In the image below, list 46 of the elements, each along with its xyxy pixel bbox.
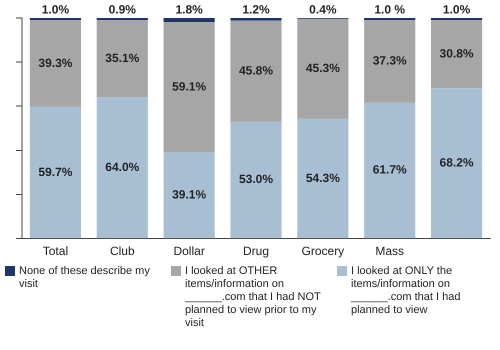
- bar: [30, 106, 81, 238]
- data-label: 1.2%: [242, 2, 270, 16]
- data-label: 1.0%: [442, 2, 471, 16]
- bar: [297, 18, 348, 119]
- bar: [364, 102, 416, 238]
- data-label: 45.8%: [238, 63, 274, 78]
- bar: [230, 18, 282, 21]
- data-label: 37.3%: [372, 54, 408, 68]
- bar: [164, 152, 215, 238]
- data-label: 30.8%: [440, 46, 474, 60]
- bar: [96, 97, 148, 238]
- data-label: 45.3%: [306, 61, 340, 76]
- legend-label: I looked at OTHER items/information on ______.com that I had NOT planned to view prior to my visit: [185, 265, 322, 330]
- data-label: 39.1%: [172, 188, 206, 202]
- bar: [230, 20, 282, 122]
- bar: [431, 20, 482, 88]
- data-label: 1.8%: [175, 2, 204, 16]
- data-label: 0.9%: [108, 2, 136, 16]
- data-label: 64.0%: [105, 160, 140, 174]
- data-label: 0.4%: [309, 2, 337, 16]
- bar: [96, 20, 148, 98]
- bar: [230, 122, 282, 238]
- data-label: 59.7%: [38, 164, 73, 179]
- x-tick-label: Mass: [375, 244, 404, 258]
- data-label: 68.2%: [440, 155, 474, 170]
- bar: [164, 22, 215, 152]
- data-label: 61.7%: [372, 162, 408, 177]
- data-label: 35.1%: [105, 51, 140, 66]
- data-label: 1.0 %: [374, 2, 406, 16]
- x-tick-label: Grocery: [302, 244, 344, 258]
- legend-label: None of these describe my visit: [19, 265, 151, 291]
- data-label: 39.3%: [38, 56, 73, 70]
- bar: [431, 88, 482, 238]
- x-tick-label: Club: [110, 244, 135, 258]
- x-tick-label: Total: [42, 244, 68, 258]
- data-label: 53.0%: [238, 172, 274, 186]
- legend-label: I looked at ONLY the items/information on ______.com that I had planned to view: [351, 265, 462, 317]
- x-tick-label: Dollar: [173, 244, 205, 258]
- bar: [364, 20, 416, 102]
- x-tick-label: Drug: [242, 244, 270, 258]
- data-label: 54.3%: [306, 170, 340, 185]
- bar: [164, 18, 215, 22]
- bar: [30, 20, 81, 107]
- bar: [297, 118, 348, 238]
- data-label: 59.1%: [172, 79, 206, 94]
- data-label: 1.0%: [42, 2, 70, 16]
